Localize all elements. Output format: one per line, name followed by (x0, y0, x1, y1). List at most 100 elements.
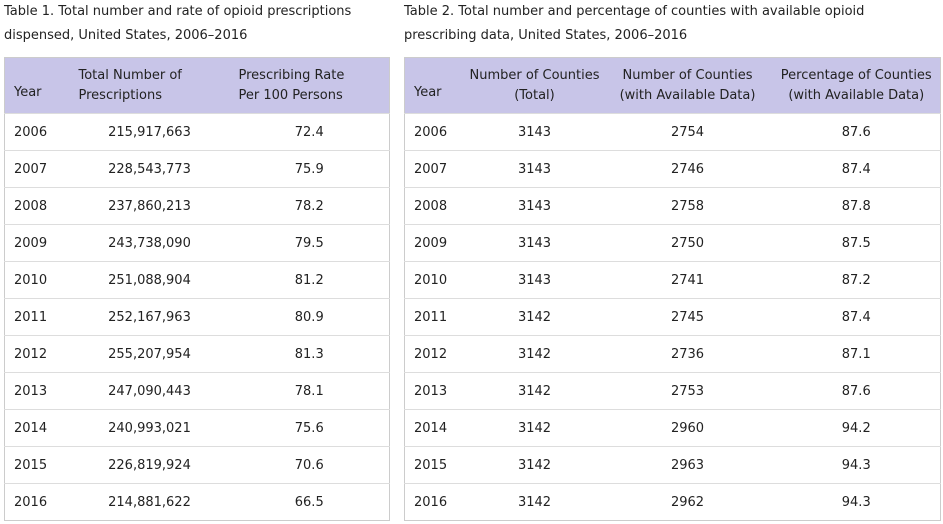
cell: 2736 (602, 335, 773, 373)
cell: 87.8 (772, 187, 941, 225)
cell: 81.2 (229, 261, 390, 299)
row: 2015 3142 2963 94.3 (404, 446, 941, 484)
cell: 2014 (404, 409, 467, 447)
cell: 3142 (466, 483, 603, 521)
column-header: Prescribing Rate Per 100 Persons (229, 57, 390, 114)
cell: 2963 (602, 446, 773, 484)
cell: 3142 (466, 446, 603, 484)
table: Year Total Number of Prescriptions Prescri… (4, 57, 390, 521)
cell: 228,543,773 (69, 150, 230, 188)
cell: 87.5 (772, 224, 941, 262)
cell: 81.3 (229, 335, 390, 373)
cell: 78.2 (229, 187, 390, 225)
cell: 2960 (602, 409, 773, 447)
table: Year Number of Counties (Total) Number of … (404, 57, 941, 521)
table2-block: Table 2. Total number and percentage of … (404, 0, 941, 521)
cell: 2011 (404, 298, 467, 336)
cell: 2962 (602, 483, 773, 521)
cell: 2750 (602, 224, 773, 262)
cell: 87.4 (772, 298, 941, 336)
cell: 78.1 (229, 372, 390, 410)
cell: 2014 (4, 409, 70, 447)
cell: 2016 (4, 483, 70, 521)
cell: 3142 (466, 298, 603, 336)
cell: 94.3 (772, 446, 941, 484)
cell: 2008 (404, 187, 467, 225)
cell: 72.4 (229, 113, 390, 151)
cell: 240,993,021 (69, 409, 230, 447)
cell: 2007 (404, 150, 467, 188)
cell: 252,167,963 (69, 298, 230, 336)
cell: 80.9 (229, 298, 390, 336)
cell: 87.2 (772, 261, 941, 299)
cell: 2006 (404, 113, 467, 151)
caption: Table 2. Total number and percentage of … (404, 4, 865, 43)
cell: 87.4 (772, 150, 941, 188)
cell: 2011 (4, 298, 70, 336)
cell: 2007 (4, 150, 70, 188)
row: 2008 3143 2758 87.8 (404, 187, 941, 225)
cell: 2753 (602, 372, 773, 410)
cell: 2010 (4, 261, 70, 299)
row: 2006 215,917,663 72.4 (4, 113, 390, 151)
row: 2014 240,993,021 75.6 (4, 409, 390, 447)
cell: 70.6 (229, 446, 390, 484)
row: 2006 3143 2754 87.6 (404, 113, 941, 151)
cell: 2008 (4, 187, 70, 225)
row: 2008 237,860,213 78.2 (4, 187, 390, 225)
cell: 2009 (404, 224, 467, 262)
cell: 87.1 (772, 335, 941, 373)
cell: 251,088,904 (69, 261, 230, 299)
cell: 2745 (602, 298, 773, 336)
row: 2009 243,738,090 79.5 (4, 224, 390, 262)
row: 2016 214,881,622 66.5 (4, 483, 390, 521)
cell: 2010 (404, 261, 467, 299)
cell: 75.9 (229, 150, 390, 188)
row: 2007 3143 2746 87.4 (404, 150, 941, 188)
row: 2012 3142 2736 87.1 (404, 335, 941, 373)
column-header: Percentage of Counties (with Available D… (772, 57, 941, 114)
row: 2011 252,167,963 80.9 (4, 298, 390, 336)
row: 2014 3142 2960 94.2 (404, 409, 941, 447)
cell: 214,881,622 (69, 483, 230, 521)
cell: 2012 (4, 335, 70, 373)
cell: 79.5 (229, 224, 390, 262)
cell: 2013 (4, 372, 70, 410)
cell: 3142 (466, 335, 603, 373)
cell: 215,917,663 (69, 113, 230, 151)
cell: 243,738,090 (69, 224, 230, 262)
cell: 3143 (466, 113, 603, 151)
row: 2016 3142 2962 94.3 (404, 483, 941, 521)
row: 2009 3143 2750 87.5 (404, 224, 941, 262)
cell: 3142 (466, 409, 603, 447)
cell: 2754 (602, 113, 773, 151)
row: 2013 247,090,443 78.1 (4, 372, 390, 410)
cell: 3142 (466, 372, 603, 410)
cell: 3143 (466, 261, 603, 299)
row: 2010 251,088,904 81.2 (4, 261, 390, 299)
cell: 2016 (404, 483, 467, 521)
column-header: Number of Counties (Total) (466, 57, 603, 114)
column-header: Year (404, 57, 467, 114)
row: 2013 3142 2753 87.6 (404, 372, 941, 410)
cell: 2006 (4, 113, 70, 151)
column-header: Year (4, 57, 70, 114)
row: 2015 226,819,924 70.6 (4, 446, 390, 484)
row: 2011 3142 2745 87.4 (404, 298, 941, 336)
cell: 247,090,443 (69, 372, 230, 410)
cell: 2013 (404, 372, 467, 410)
table1-block: Table 1. Total number and rate of opioid… (4, 0, 394, 521)
row: 2007 228,543,773 75.9 (4, 150, 390, 188)
cell: 237,860,213 (69, 187, 230, 225)
cell: 75.6 (229, 409, 390, 447)
cell: 2009 (4, 224, 70, 262)
cell: 66.5 (229, 483, 390, 521)
row: 2010 3143 2741 87.2 (404, 261, 941, 299)
cell: 87.6 (772, 372, 941, 410)
cell: 2015 (4, 446, 70, 484)
column-header: Total Number of Prescriptions (69, 57, 230, 114)
cell: 2746 (602, 150, 773, 188)
cell: 2015 (404, 446, 467, 484)
cell: 94.3 (772, 483, 941, 521)
